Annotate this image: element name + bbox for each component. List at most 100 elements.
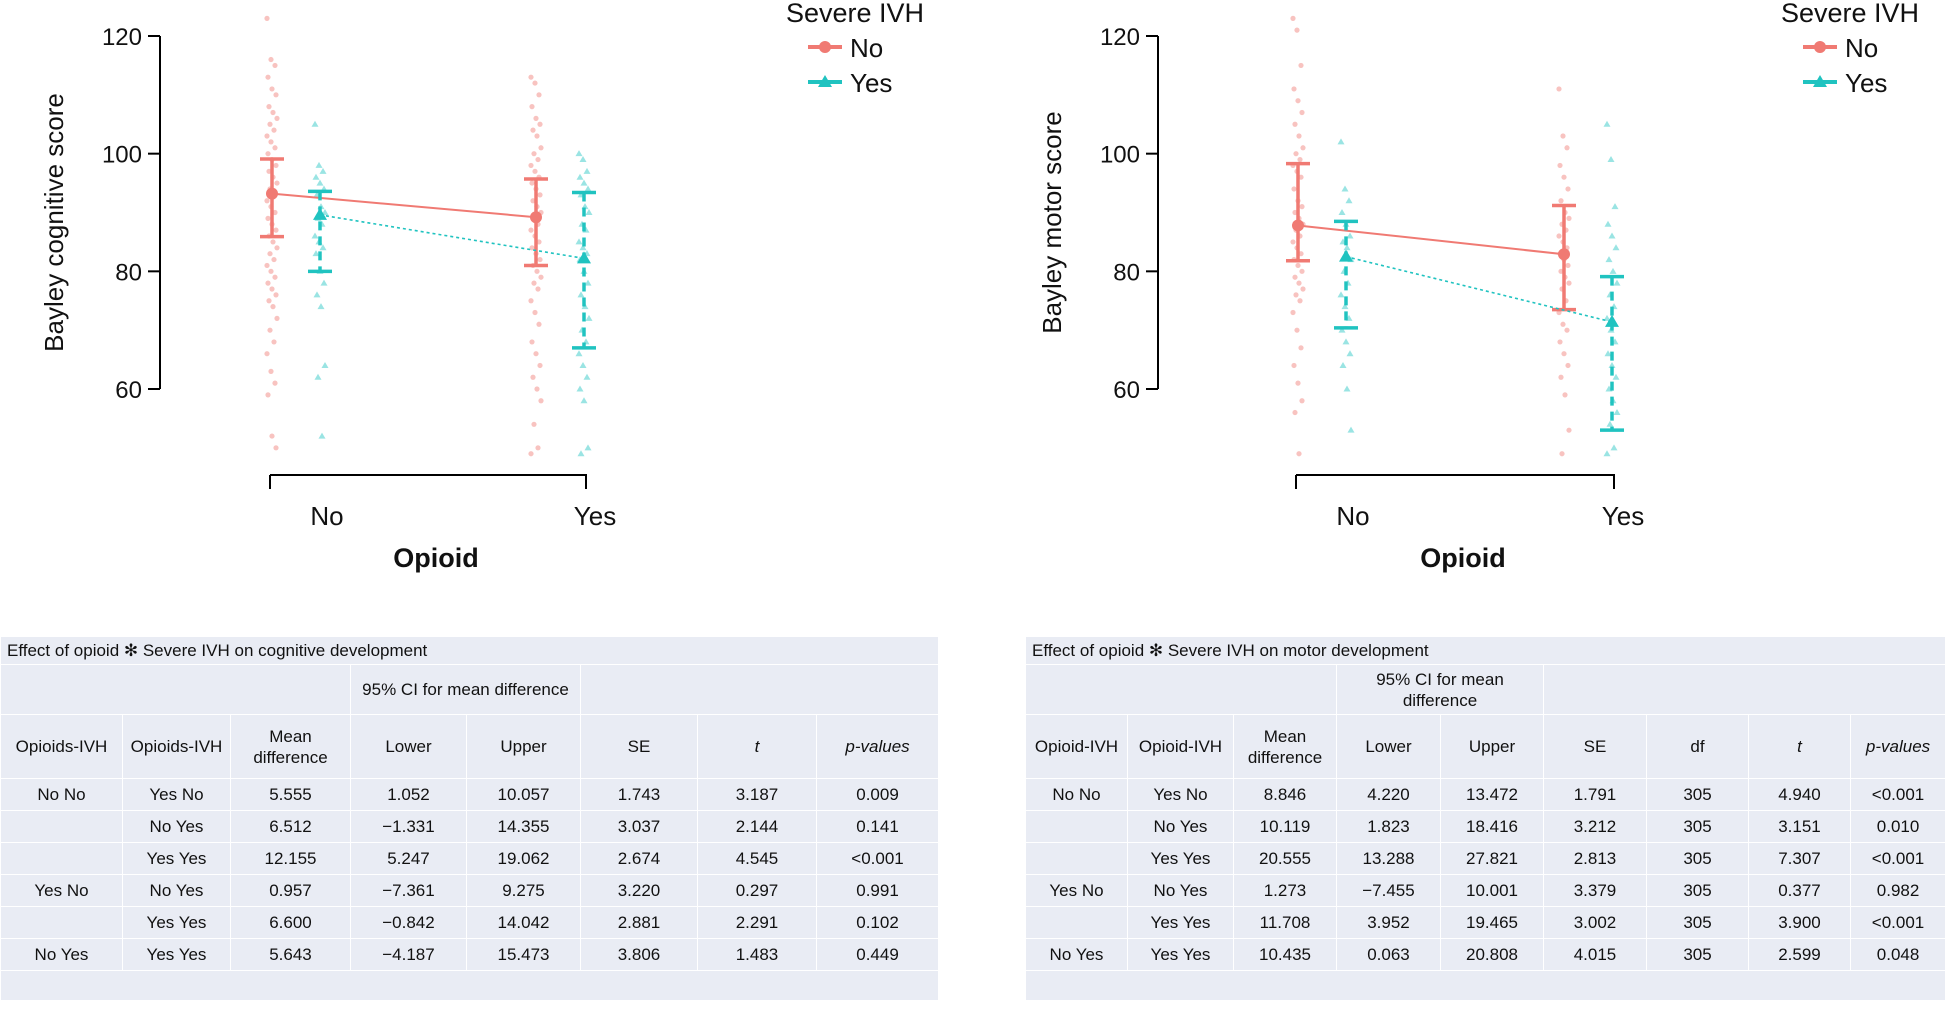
table-cell: Yes No [1127, 778, 1234, 811]
raw-point [1604, 350, 1612, 357]
raw-point [1565, 186, 1571, 192]
raw-point [320, 279, 328, 286]
raw-point [580, 397, 588, 404]
table-cell: 10.057 [466, 778, 581, 811]
raw-point [313, 291, 321, 298]
raw-point [579, 156, 587, 163]
table-cell: <0.001 [1849, 906, 1947, 939]
table-cell: 1.743 [580, 778, 698, 811]
raw-point [577, 291, 585, 298]
column-header: Opioid-IVH [1025, 714, 1128, 779]
table-cell: 1.791 [1543, 778, 1647, 811]
table-row: No Yes 10.119 1.823 18.416 3.212 305 3.151 0.01… [1025, 810, 1947, 843]
raw-point [1295, 262, 1301, 269]
y-tick-label: 80 [115, 259, 142, 286]
legend-marker [1814, 41, 1826, 53]
table-cell: No Yes [1025, 938, 1128, 971]
column-header: Lower [1336, 714, 1441, 779]
raw-point [274, 245, 280, 251]
raw-point [529, 339, 535, 345]
raw-point [268, 368, 274, 374]
table-cell: 305 [1646, 874, 1749, 907]
raw-point [1604, 220, 1612, 227]
table-cell: 0.957 [230, 874, 351, 907]
table-cell: −7.361 [350, 874, 467, 907]
series-line [271, 192, 537, 219]
raw-point [314, 373, 322, 380]
raw-point [316, 179, 324, 186]
raw-point [270, 109, 276, 116]
legend-marker [819, 41, 831, 53]
table-cell: 5.643 [230, 938, 351, 971]
raw-point [264, 198, 270, 204]
raw-point [1337, 138, 1345, 145]
table-cell: −4.187 [350, 938, 467, 971]
raw-point [1603, 314, 1611, 321]
table-cell: 15.473 [466, 938, 581, 971]
table-cell: 10.001 [1440, 874, 1544, 907]
raw-point [528, 227, 534, 233]
raw-point [1294, 27, 1300, 33]
raw-point [585, 314, 593, 321]
raw-point [532, 80, 538, 86]
raw-point [1296, 451, 1302, 457]
raw-point [311, 120, 319, 127]
raw-point [1296, 280, 1302, 286]
table-cell: 20.555 [1233, 842, 1337, 875]
raw-point [272, 145, 278, 151]
table-cell [0, 810, 123, 843]
cognitive-ci-header: 95% CI for mean difference [350, 664, 581, 715]
raw-point [1562, 392, 1568, 398]
raw-point [584, 444, 592, 451]
legend-label: No [1845, 33, 1878, 63]
raw-point [1299, 398, 1305, 404]
table-cell: No Yes [122, 874, 231, 907]
raw-point [264, 351, 270, 357]
mean-point [1339, 249, 1353, 262]
series-line [319, 214, 585, 260]
table-cell: 3.212 [1543, 810, 1647, 843]
raw-point [269, 433, 275, 439]
series-line [1297, 224, 1565, 256]
raw-point [585, 209, 593, 215]
table-cell: 8.846 [1233, 778, 1337, 811]
motor-table-title: Effect of opioid ✻ Severe IVH on motor d… [1024, 636, 1947, 665]
raw-point [575, 350, 583, 357]
raw-point [1558, 374, 1564, 380]
table-cell: 0.063 [1336, 938, 1441, 971]
table-row: Yes Yes 6.600 −0.842 14.042 2.881 2.291 0.102 [0, 906, 940, 939]
table-cell: No Yes [1127, 810, 1234, 843]
table-cell: Yes Yes [122, 906, 231, 939]
chart-panel-0: 60 80 100 120 No Yes Opioid Bayley cognitive sc… [39, 0, 924, 573]
table-cell: 4.940 [1748, 778, 1851, 811]
raw-point [1560, 321, 1566, 327]
raw-point [1298, 345, 1304, 351]
column-header: Mean difference [230, 714, 351, 779]
raw-point [270, 239, 276, 245]
raw-point [1299, 204, 1305, 210]
raw-point [1559, 451, 1565, 457]
y-axis-title: Bayley motor score [1037, 111, 1067, 334]
table-cell: 2.881 [580, 906, 698, 939]
raw-point [312, 250, 320, 257]
table-cell: 0.991 [815, 874, 940, 907]
table-cell: 2.291 [697, 906, 817, 939]
raw-point [577, 450, 585, 457]
table-cell: 13.472 [1440, 778, 1544, 811]
table-cell [0, 842, 123, 875]
raw-point [321, 361, 329, 368]
column-header: SE [1543, 714, 1647, 779]
legend-label: Yes [850, 68, 892, 98]
table-row: Yes Yes 12.155 5.247 19.062 2.674 4.545 <0.001 [0, 842, 940, 875]
column-header: SE [580, 714, 698, 779]
y-tick-label: 60 [115, 377, 142, 404]
table-cell: 305 [1646, 842, 1749, 875]
mean-point [1558, 248, 1570, 261]
table-cell: 6.600 [230, 906, 351, 939]
x-tick-label: No [310, 501, 343, 531]
table-cell: 0.982 [1849, 874, 1947, 907]
raw-point [266, 104, 272, 110]
raw-point [528, 451, 534, 457]
raw-point [1557, 339, 1563, 345]
x-tick-label: Yes [1602, 501, 1644, 531]
